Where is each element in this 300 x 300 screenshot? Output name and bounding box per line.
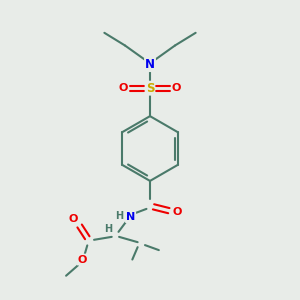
Text: O: O — [119, 83, 128, 93]
Text: H: H — [104, 224, 112, 234]
Text: N: N — [126, 212, 135, 222]
Text: O: O — [172, 83, 181, 93]
Text: O: O — [78, 254, 87, 265]
Text: O: O — [172, 207, 182, 218]
Text: N: N — [145, 58, 155, 71]
Text: O: O — [69, 214, 78, 224]
Text: S: S — [146, 82, 154, 95]
Text: H: H — [115, 211, 123, 221]
